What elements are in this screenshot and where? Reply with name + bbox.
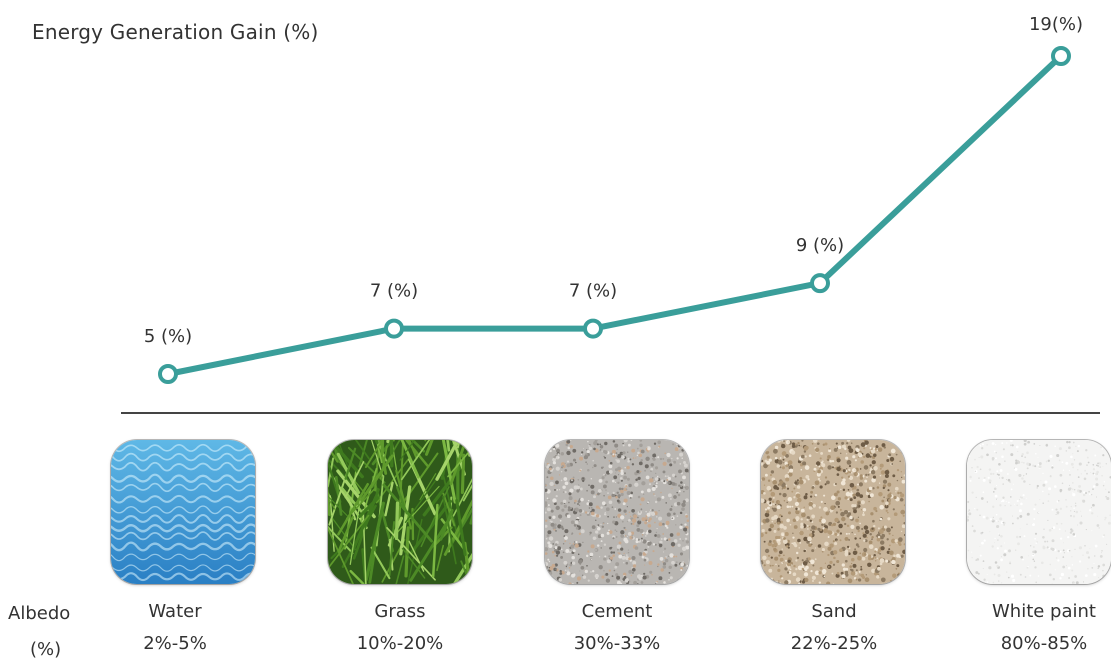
surface-name-0: Water: [85, 598, 265, 626]
data-label-4: 19(%): [1029, 14, 1083, 35]
data-point-2: [585, 321, 601, 337]
data-label-2: 7 (%): [569, 281, 617, 302]
surface-name-1: Grass: [310, 598, 490, 626]
sand-texture-icon: [761, 440, 905, 584]
data-point-1: [386, 321, 402, 337]
data-point-4: [1053, 48, 1069, 64]
albedo-value-1: 10%-20%: [310, 630, 490, 658]
data-label-0: 5 (%): [144, 326, 192, 347]
grass-texture-icon: [328, 440, 472, 584]
surface-tile-cement: [545, 440, 689, 584]
surface-tile-white-paint: [967, 440, 1111, 584]
cement-texture-icon: [545, 440, 689, 584]
albedo-label-line2: (%): [8, 632, 88, 668]
surface-name-3: Sand: [744, 598, 924, 626]
series-line: [168, 56, 1061, 374]
surface-tile-grass: [328, 440, 472, 584]
albedo-value-3: 22%-25%: [744, 630, 924, 658]
albedo-value-4: 80%-85%: [954, 630, 1111, 658]
data-label-3: 9 (%): [796, 235, 844, 256]
data-label-1: 7 (%): [370, 281, 418, 302]
water-texture-icon: [111, 440, 255, 584]
albedo-label-line1: Albedo: [8, 596, 88, 632]
surface-tile-water: [111, 440, 255, 584]
data-point-0: [160, 366, 176, 382]
albedo-value-0: 2%-5%: [85, 630, 265, 658]
surface-name-2: Cement: [527, 598, 707, 626]
albedo-value-2: 30%-33%: [527, 630, 707, 658]
data-point-3: [812, 275, 828, 291]
white-paint-texture-icon: [967, 440, 1111, 584]
surface-name-4: White paint: [954, 598, 1111, 626]
albedo-axis-label: Albedo (%): [8, 596, 88, 668]
surface-tile-sand: [761, 440, 905, 584]
